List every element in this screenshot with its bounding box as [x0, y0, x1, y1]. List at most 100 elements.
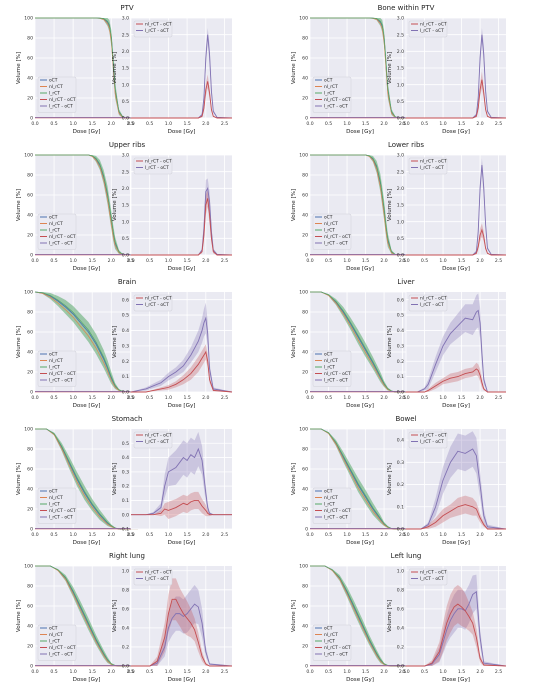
legend-entry: l_rCT	[49, 228, 60, 234]
legend-entry: nl_rCT - oCT	[145, 570, 172, 576]
x-tick-label: 0.0	[306, 532, 313, 538]
chart-bowel: 0.0 0.5 1.0 1.5 2.0 2.5 0 20 40 60 80 100 Dose [Gy] V…	[291, 415, 507, 546]
legend-entry: l_rCT	[49, 639, 60, 645]
y-axis-label: Volume [%]	[112, 189, 118, 221]
legend-entry: nl_rCT - oCT	[420, 570, 447, 576]
y-tick-label: 100	[24, 153, 33, 159]
series-line-l-rct	[35, 428, 138, 530]
l-diff-band	[131, 431, 232, 515]
y-tick-label: -0.1	[120, 527, 129, 533]
y-tick-label: 60	[27, 467, 33, 473]
series-line-l-rct	[310, 291, 410, 393]
y-tick-label: 100	[24, 290, 33, 296]
x-axis-label: Dose [Gy]	[346, 266, 374, 272]
y-tick-label: 100	[24, 564, 33, 570]
y-tick-label: 1.0	[397, 568, 404, 574]
series-line-l-rct-oct	[406, 164, 507, 256]
x-axis-label: Dose [Gy]	[73, 403, 101, 409]
y-tick-label: 0.5	[122, 313, 129, 319]
y-tick-label: 0.0	[122, 664, 129, 670]
y-tick-label: 0.2	[397, 482, 404, 488]
y-tick-label: 80	[302, 310, 308, 316]
x-axis-label: Dose [Gy]	[73, 266, 101, 272]
x-tick-label: 1.5	[89, 395, 96, 401]
legend-entry: oCT	[324, 78, 333, 84]
x-tick-label: 2.5	[127, 395, 134, 401]
legend-entry: l_rCT - oCT	[145, 165, 169, 171]
y-tick-label: 0.5	[122, 441, 129, 447]
legend-entry: nl_rCT - oCT	[145, 296, 172, 302]
y-tick-label: 0.0	[397, 116, 404, 122]
y-tick-label: 80	[302, 584, 308, 590]
series-line-nl-rct-oct	[131, 499, 232, 516]
y-axis-label: Volume [%]	[112, 326, 118, 358]
legend-entry: l_rCT	[324, 228, 335, 234]
y-tick-label: 0.6	[397, 297, 404, 303]
y-tick-label: 0.3	[397, 343, 404, 349]
legend-entry: l_rCT	[324, 365, 335, 371]
chart-title: Upper ribs	[109, 141, 146, 149]
x-tick-label: 2.5	[221, 121, 228, 127]
x-tick-label: 2.0	[202, 532, 209, 538]
x-tick-label: 1.5	[89, 258, 96, 264]
x-axis-label: Dose [Gy]	[442, 129, 470, 135]
x-tick-label: 2.0	[108, 532, 115, 538]
y-tick-label: 0.3	[122, 343, 129, 349]
x-tick-label: 1.0	[69, 532, 76, 538]
y-tick-label: 0.5	[122, 236, 129, 242]
y-tick-label: 100	[24, 427, 33, 433]
l-diff-band	[406, 431, 506, 529]
x-tick-label: 0.5	[325, 669, 332, 675]
y-axis-label: Volume [%]	[387, 600, 393, 632]
x-tick-label: 0.0	[31, 395, 38, 401]
y-tick-label: 1.0	[122, 219, 129, 225]
y-tick-label: 60	[302, 193, 308, 199]
y-tick-label: 0.2	[397, 359, 404, 365]
legend-entry: l_rCT - oCT	[49, 515, 73, 521]
y-tick-label: 0.3	[122, 469, 129, 475]
chart-title: Bowel	[395, 415, 416, 423]
series-line-nl-rct-oct	[406, 368, 506, 393]
y-tick-label: 2.0	[397, 49, 404, 55]
y-tick-label: 0	[305, 253, 308, 259]
legend-box	[133, 294, 173, 312]
y-tick-label: 0.5	[397, 236, 404, 242]
x-tick-label: 1.0	[69, 395, 76, 401]
legend-entry: nl_rCT	[49, 221, 63, 227]
x-tick-label: 2.0	[380, 258, 387, 264]
x-tick-label: 1.0	[69, 669, 76, 675]
y-axis-label: Volume [%]	[16, 189, 22, 221]
x-tick-label: 0.5	[146, 532, 153, 538]
y-tick-label: 1.5	[397, 66, 404, 72]
x-tick-label: 1.0	[439, 258, 446, 264]
series-line-nl-rct	[310, 154, 411, 256]
x-axis-label: Dose [Gy]	[346, 129, 374, 135]
y-tick-label: 2.5	[397, 169, 404, 175]
legend-entry: oCT	[49, 626, 58, 632]
x-tick-label: 1.5	[183, 121, 190, 127]
legend-entry: l_rCT - oCT	[145, 439, 169, 445]
x-tick-label: 0.0	[31, 669, 38, 675]
x-tick-label: 2.5	[221, 258, 228, 264]
x-tick-label: 1.5	[362, 258, 369, 264]
x-tick-label: 1.5	[458, 121, 465, 127]
legend-entry: l_rCT - oCT	[49, 241, 73, 247]
series-line-nl-rct-oct	[406, 79, 506, 119]
y-tick-label: 60	[302, 604, 308, 610]
y-tick-label: 20	[302, 233, 308, 239]
legend-box	[408, 294, 448, 312]
legend-entry: oCT	[324, 489, 333, 495]
y-tick-label: 0	[30, 116, 33, 122]
series-line-l-rct-oct	[131, 186, 233, 256]
x-tick-label: 2.5	[399, 395, 406, 401]
legend-entry: nl_rCT - oCT	[145, 159, 172, 165]
y-axis-label: Volume [%]	[387, 326, 393, 358]
y-axis-label: Volume [%]	[16, 463, 22, 495]
x-axis-label: Dose [Gy]	[346, 540, 374, 546]
y-tick-label: 0.4	[122, 626, 129, 632]
x-tick-label: 0.5	[50, 395, 57, 401]
y-tick-label: 80	[302, 36, 308, 42]
x-tick-label: 2.0	[202, 395, 209, 401]
y-tick-label: 0.1	[397, 374, 404, 380]
